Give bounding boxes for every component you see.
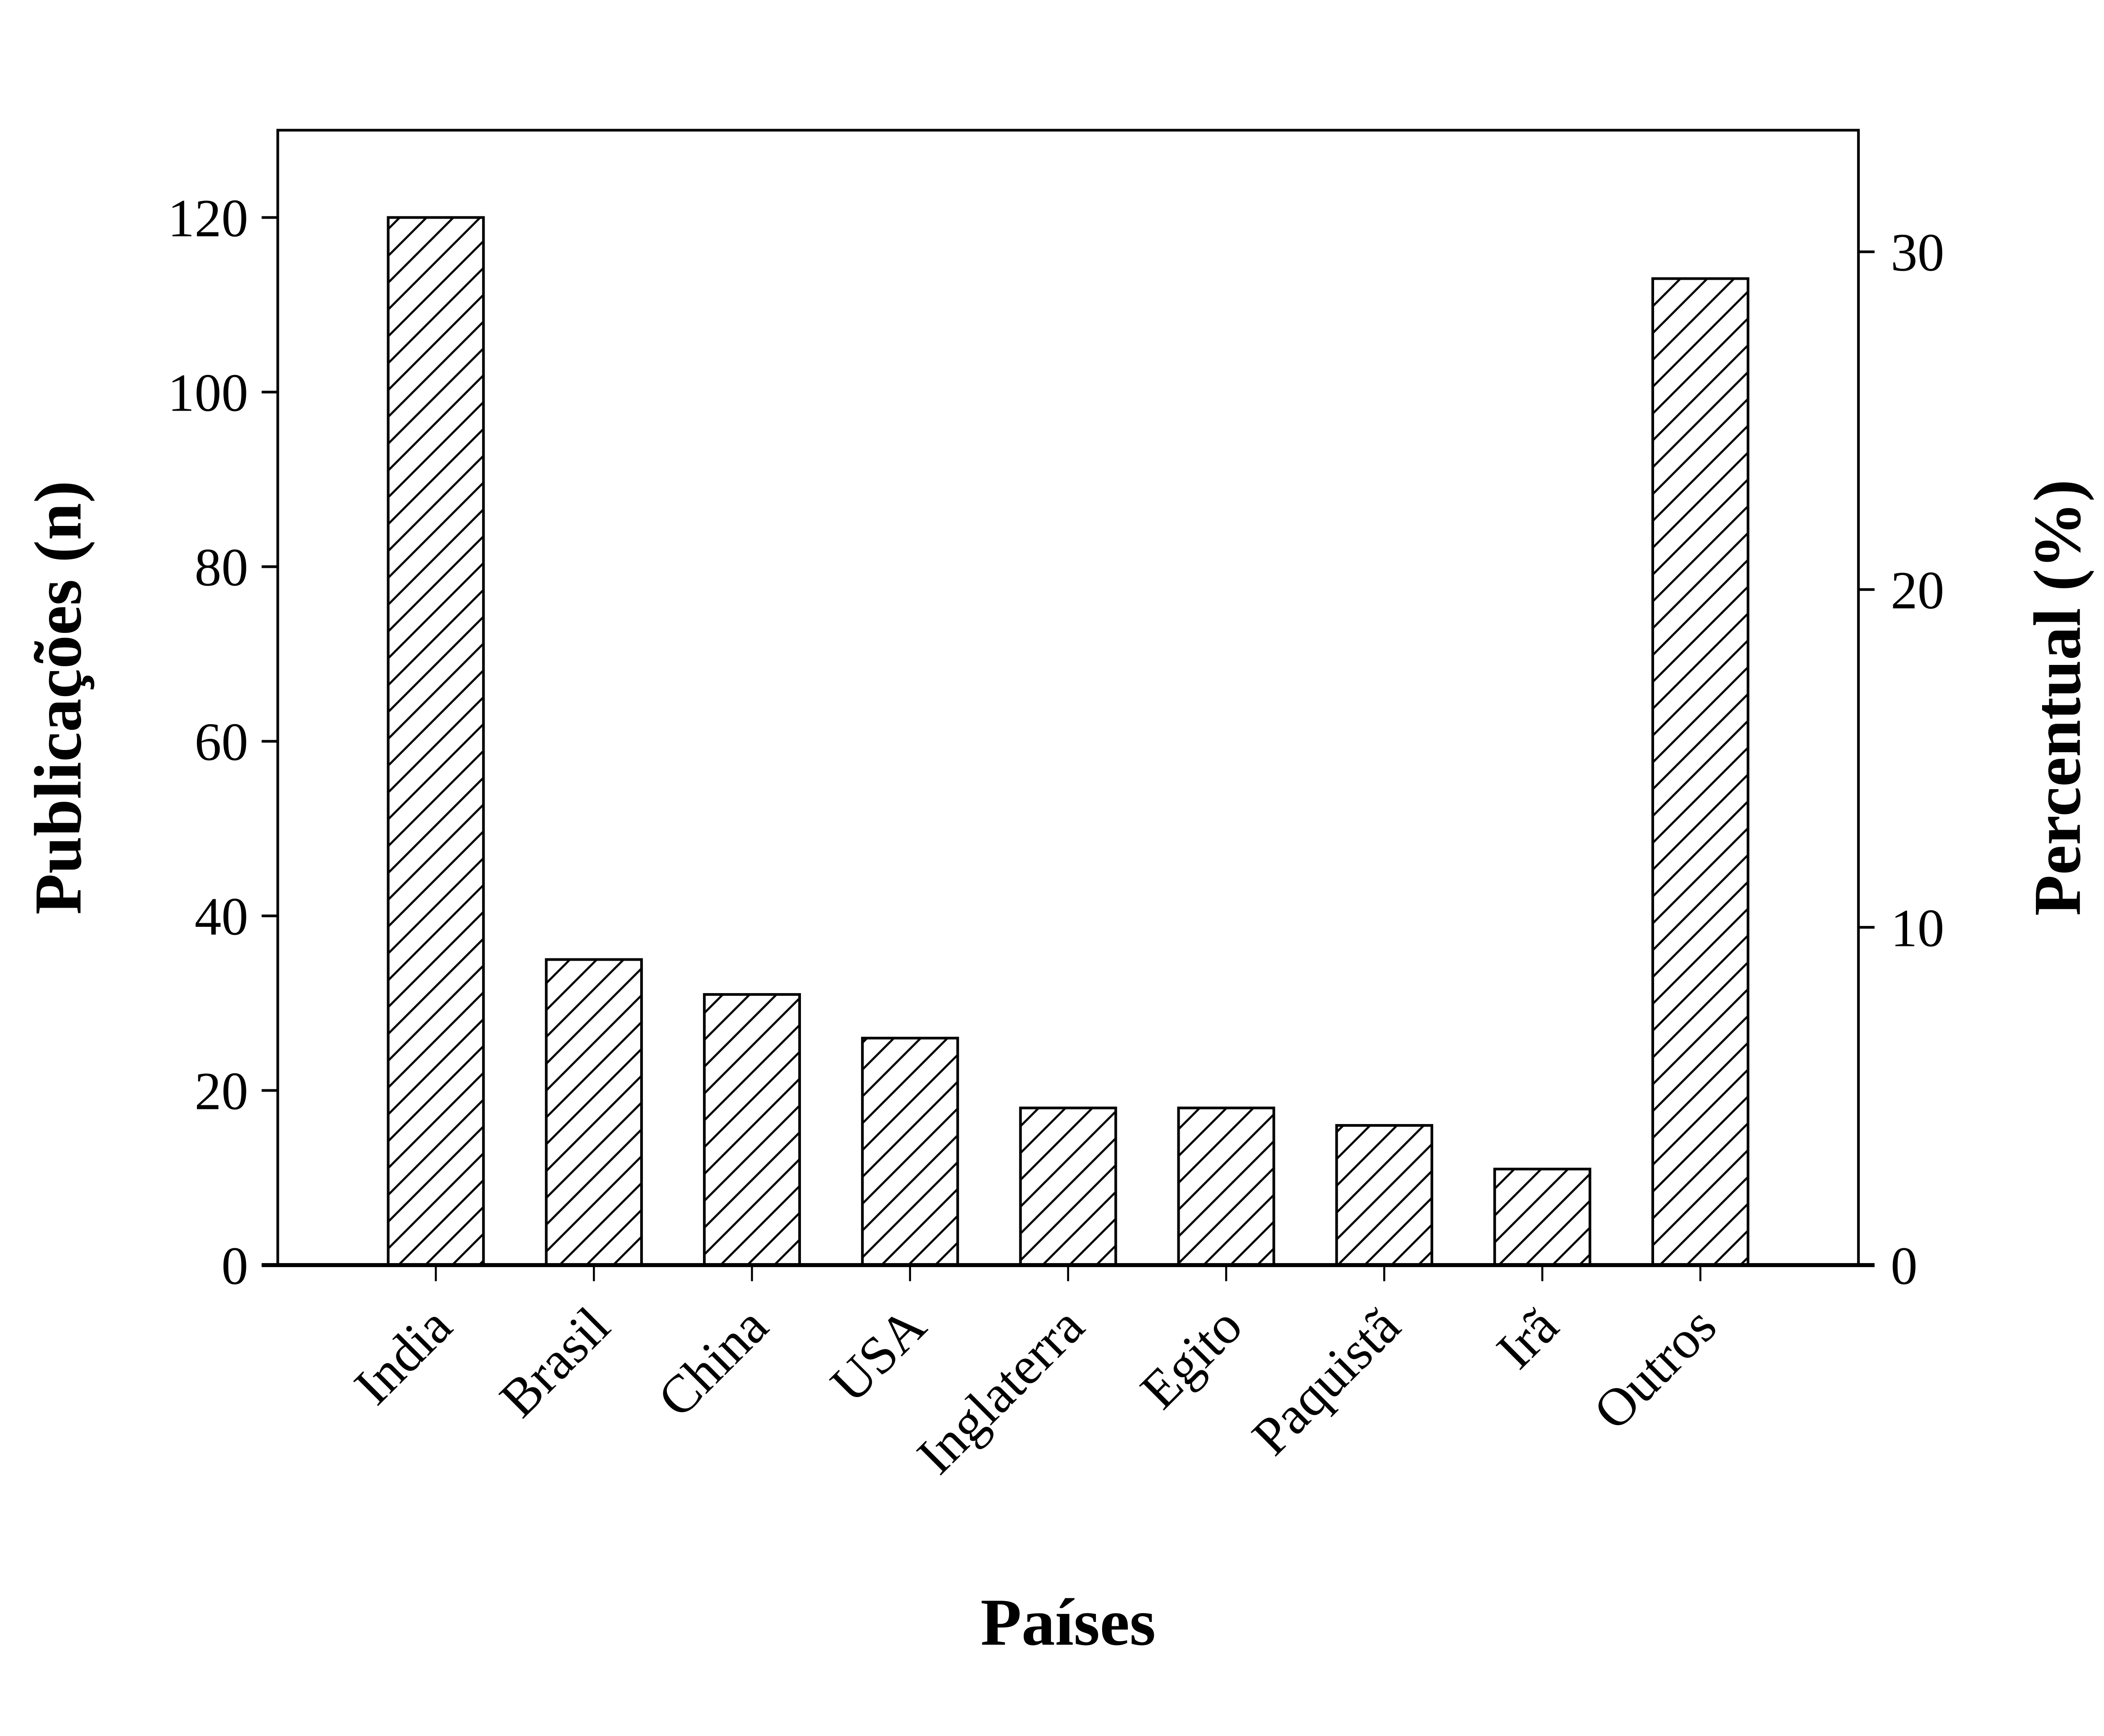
y-axis-right-title: Percentual (%) bbox=[2020, 479, 2095, 916]
bar-outros bbox=[1651, 277, 1749, 1267]
plot-frame bbox=[276, 129, 1860, 1267]
x-tick-label: Inglaterra bbox=[906, 1296, 1095, 1485]
x-tick-label: USA bbox=[820, 1296, 937, 1414]
bar-inglaterra bbox=[1019, 1106, 1117, 1267]
x-tick-label: Paquistã bbox=[1241, 1296, 1412, 1467]
y-tick-label: 40 bbox=[195, 888, 248, 947]
x-tick-label: India bbox=[343, 1296, 463, 1416]
y-right-tick-label: 30 bbox=[1891, 224, 1944, 283]
bar-egito bbox=[1177, 1106, 1275, 1267]
y-axis-left: 0 20 40 60 80 100 120 bbox=[168, 189, 278, 1296]
x-tick-label: China bbox=[647, 1296, 780, 1429]
y-tick-label: 100 bbox=[168, 364, 249, 423]
y-axis-right: 0 10 20 30 bbox=[1858, 224, 1945, 1296]
bar-brasil bbox=[545, 958, 643, 1267]
y-tick-label: 20 bbox=[195, 1062, 248, 1121]
bar-irã bbox=[1493, 1167, 1592, 1267]
y-tick-label: 60 bbox=[195, 713, 248, 772]
y-axis-title: Publicações (n) bbox=[21, 481, 95, 915]
bar-usa bbox=[861, 1036, 959, 1267]
y-right-tick-label: 20 bbox=[1891, 561, 1944, 620]
y-right-tick-label: 0 bbox=[1891, 1237, 1917, 1296]
x-tick-label: Egito bbox=[1129, 1296, 1254, 1420]
y-tick-label: 120 bbox=[168, 189, 249, 249]
bar-china bbox=[703, 993, 801, 1267]
x-tick-label: Brasil bbox=[489, 1296, 621, 1429]
x-tick-label: Outros bbox=[1582, 1296, 1728, 1441]
x-tick-label: Irã bbox=[1486, 1296, 1570, 1380]
x-axis-title: Países bbox=[981, 1585, 1156, 1659]
bars-group bbox=[387, 216, 1749, 1267]
y-tick-label: 80 bbox=[195, 538, 248, 598]
y-right-tick-label: 10 bbox=[1891, 899, 1944, 958]
y-tick-label: 0 bbox=[221, 1237, 248, 1296]
bar-india bbox=[387, 216, 485, 1267]
bar-paquistã bbox=[1335, 1124, 1434, 1267]
